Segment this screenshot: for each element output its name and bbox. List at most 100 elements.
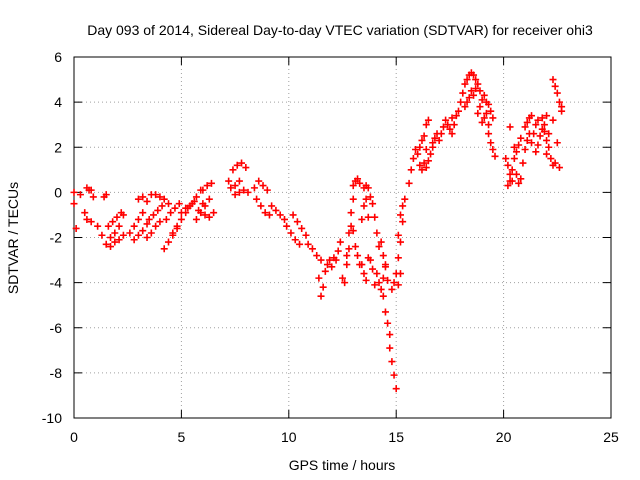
data-point bbox=[506, 123, 514, 131]
data-point bbox=[233, 161, 241, 169]
data-point bbox=[414, 150, 422, 158]
data-point bbox=[313, 252, 321, 260]
data-point bbox=[489, 146, 497, 154]
grid-lines bbox=[74, 57, 611, 418]
data-point bbox=[354, 252, 362, 260]
data-point bbox=[467, 87, 475, 95]
data-point bbox=[268, 202, 276, 210]
data-point bbox=[115, 236, 123, 244]
y-tick-label: -2 bbox=[50, 230, 63, 246]
data-point bbox=[523, 118, 531, 126]
data-point bbox=[485, 100, 493, 108]
data-point bbox=[272, 206, 280, 214]
data-point bbox=[448, 130, 456, 138]
data-point bbox=[446, 125, 454, 133]
y-tick-label: -8 bbox=[50, 365, 63, 381]
data-point bbox=[375, 243, 383, 251]
data-point bbox=[401, 195, 409, 203]
data-point bbox=[482, 109, 490, 117]
data-point bbox=[319, 283, 327, 291]
data-point bbox=[504, 161, 512, 169]
x-tick-label: 15 bbox=[388, 429, 404, 445]
data-point bbox=[165, 238, 173, 246]
data-point bbox=[205, 213, 213, 221]
data-point bbox=[519, 159, 527, 167]
data-point bbox=[487, 139, 495, 147]
data-point bbox=[517, 134, 525, 142]
data-point bbox=[396, 211, 404, 219]
data-point bbox=[130, 222, 138, 230]
data-point bbox=[160, 195, 168, 203]
data-point bbox=[195, 206, 203, 214]
data-point bbox=[506, 177, 514, 185]
data-point bbox=[388, 285, 396, 293]
data-point bbox=[94, 222, 102, 230]
data-point bbox=[302, 231, 310, 239]
data-point bbox=[545, 130, 553, 138]
data-point bbox=[521, 123, 529, 131]
data-point bbox=[143, 220, 151, 228]
data-point bbox=[532, 121, 540, 129]
data-point bbox=[261, 209, 269, 217]
data-point bbox=[555, 98, 563, 106]
data-point bbox=[70, 200, 78, 208]
data-point bbox=[199, 200, 207, 208]
data-point bbox=[405, 179, 413, 187]
data-point bbox=[545, 143, 553, 151]
data-point bbox=[377, 285, 385, 293]
data-point bbox=[416, 161, 424, 169]
data-point bbox=[528, 112, 536, 120]
data-point bbox=[504, 182, 512, 190]
data-point bbox=[349, 182, 357, 190]
data-point bbox=[107, 234, 115, 241]
data-point bbox=[377, 238, 385, 246]
y-axis-title: SDTVAR / TECUs bbox=[5, 182, 21, 294]
data-point bbox=[474, 109, 482, 117]
data-point bbox=[470, 71, 478, 79]
data-point bbox=[523, 136, 531, 144]
data-point bbox=[487, 107, 495, 115]
x-tick-label: 20 bbox=[496, 429, 512, 445]
data-point bbox=[439, 123, 447, 131]
data-point bbox=[390, 279, 398, 287]
data-point bbox=[177, 209, 185, 217]
data-point bbox=[452, 112, 460, 120]
data-point bbox=[321, 267, 329, 275]
data-point bbox=[549, 76, 557, 84]
data-point bbox=[72, 224, 80, 232]
data-point bbox=[538, 114, 546, 122]
data-point bbox=[512, 148, 520, 156]
data-point bbox=[512, 170, 520, 178]
data-point bbox=[107, 243, 115, 251]
data-point bbox=[149, 211, 157, 219]
x-tick-label: 0 bbox=[70, 429, 78, 445]
y-tick-label: -10 bbox=[42, 410, 62, 426]
data-point bbox=[199, 186, 207, 194]
data-point bbox=[205, 195, 213, 203]
data-point bbox=[298, 224, 306, 232]
data-point bbox=[345, 229, 353, 237]
data-point bbox=[420, 132, 428, 140]
data-point bbox=[478, 118, 486, 126]
data-point bbox=[98, 231, 106, 239]
data-point bbox=[506, 170, 514, 178]
data-point bbox=[384, 276, 392, 284]
data-point bbox=[399, 202, 407, 210]
data-point bbox=[461, 103, 469, 111]
y-tick-label: -6 bbox=[50, 320, 63, 336]
data-point bbox=[424, 116, 432, 124]
data-point bbox=[231, 191, 239, 199]
data-point bbox=[555, 164, 563, 172]
data-point bbox=[375, 279, 383, 287]
data-point bbox=[354, 175, 362, 183]
data-point bbox=[201, 211, 209, 219]
data-point bbox=[510, 155, 518, 163]
data-point bbox=[450, 121, 458, 129]
data-point bbox=[508, 166, 516, 174]
data-point bbox=[491, 152, 499, 160]
data-point bbox=[472, 85, 480, 93]
data-point bbox=[235, 188, 243, 196]
data-point bbox=[139, 209, 147, 217]
data-point bbox=[396, 238, 404, 246]
